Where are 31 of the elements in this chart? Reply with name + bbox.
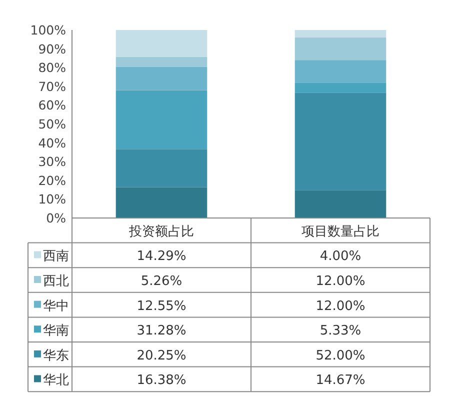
y-tick-label: 10% <box>38 192 66 207</box>
y-tick-label: 100% <box>30 22 66 38</box>
data-label: 5.26% <box>140 274 182 289</box>
y-tick-label: 0% <box>46 210 66 226</box>
data-label: 5.33% <box>320 324 362 339</box>
y-tick-label: 30% <box>38 154 66 170</box>
data-label: 16.38% <box>136 373 186 388</box>
data-label: 12.00% <box>316 298 366 314</box>
data-label: 52.00% <box>316 348 366 364</box>
legend-label: 西南 <box>43 249 69 264</box>
data-label: 31.28% <box>136 324 186 339</box>
legend-label: 华中 <box>43 298 69 314</box>
y-tick-label: 20% <box>38 172 66 188</box>
data-label: 4.00% <box>320 249 362 264</box>
legend-label: 华东 <box>43 348 69 364</box>
y-tick-label: 50% <box>38 116 66 132</box>
y-tick-label: 80% <box>38 60 66 76</box>
y-tick-label: 40% <box>38 135 66 150</box>
data-label: 20.25% <box>136 348 186 364</box>
data-label: 12.55% <box>136 298 186 314</box>
legend-label: 华北 <box>43 373 69 388</box>
data-label: 14.67% <box>316 373 366 388</box>
data-label: 12.00% <box>316 274 366 289</box>
y-tick-label: 70% <box>38 78 66 94</box>
legend-label: 华南 <box>43 324 69 339</box>
legend-label: 西北 <box>43 274 69 289</box>
x-tick-label: 项目数量占比 <box>302 224 380 240</box>
data-label: 14.29% <box>136 249 186 264</box>
x-tick-label: 投资额占比 <box>128 224 194 240</box>
y-tick-label: 90% <box>38 41 66 56</box>
y-tick-label: 60% <box>38 98 66 113</box>
